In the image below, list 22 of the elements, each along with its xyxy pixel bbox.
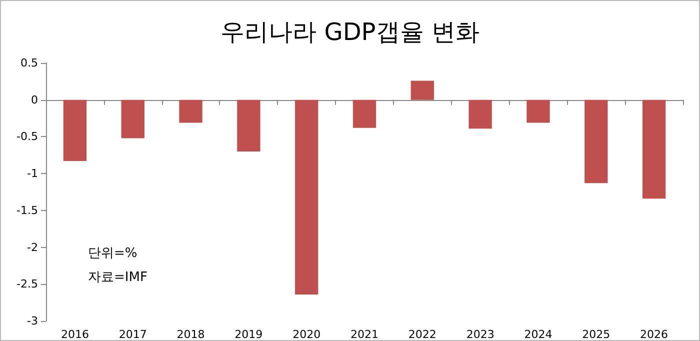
y-tick-label: -0.5 (16, 130, 38, 144)
x-tick-label: 2021 (350, 328, 378, 341)
y-tick-label: -3 (27, 314, 38, 328)
y-tick-label: -1 (27, 167, 38, 180)
x-tick-label: 2026 (640, 328, 668, 341)
x-tick-label: 2020 (292, 328, 321, 341)
x-tick-label: 2018 (176, 328, 205, 341)
y-tick-label: 0.5 (20, 56, 38, 70)
x-tick-label: 2022 (408, 328, 436, 341)
y-tick-label: -1.5 (16, 204, 38, 217)
x-tick-label: 2025 (582, 328, 610, 341)
annotation: 단위=% (88, 246, 138, 261)
x-tick-label: 2017 (118, 328, 147, 341)
chart-title: 우리나라 GDP갭율 변화 (220, 18, 480, 46)
y-tick-label: -2.5 (16, 278, 38, 291)
y-tick-label: 0 (31, 93, 38, 106)
x-tick-label: 2023 (466, 328, 494, 341)
x-tick-label: 2016 (60, 328, 89, 341)
y-tick-label: -2 (27, 240, 38, 254)
x-tick-label: 2019 (234, 328, 263, 341)
annotation: 자료=IMF (88, 270, 148, 285)
x-tick-label: 2024 (524, 328, 552, 341)
